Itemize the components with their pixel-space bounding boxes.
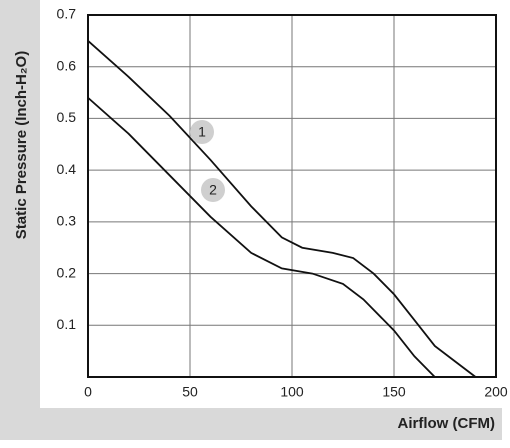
x-tick-label: 50: [182, 384, 198, 400]
y-tick-label: 0.3: [57, 213, 77, 229]
x-label-band: [40, 408, 502, 440]
curve-label: 1: [198, 124, 206, 140]
line: [87, 97, 436, 378]
curve-label-badge: [190, 120, 214, 144]
y-tick-label: 0.1: [57, 316, 77, 332]
x-tick-label: 200: [484, 384, 508, 400]
y-axis-label: Static Pressure (Inch-H₂O): [13, 51, 30, 239]
curve-label-badge: [201, 178, 225, 202]
plot-frame: [87, 14, 497, 378]
x-tick-label: 0: [84, 384, 92, 400]
y-tick-label: 0.7: [57, 6, 77, 22]
x-tick-label: 100: [280, 384, 304, 400]
y-label-band: [0, 0, 40, 440]
y-tick-label: 0.4: [57, 161, 77, 177]
line: [87, 40, 477, 378]
y-tick-label: 0.6: [57, 57, 77, 73]
y-tick-label: 0.2: [57, 264, 77, 280]
x-tick-label: 150: [382, 384, 406, 400]
curve-label: 2: [209, 182, 217, 198]
y-tick-label: 0.5: [57, 109, 77, 125]
x-axis-label: Airflow (CFM): [398, 415, 495, 432]
